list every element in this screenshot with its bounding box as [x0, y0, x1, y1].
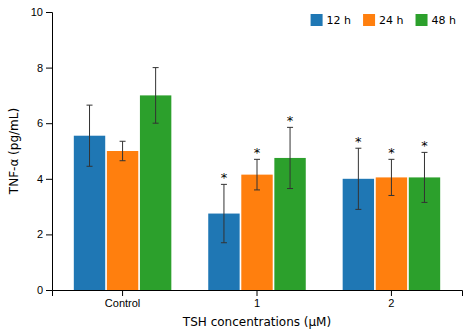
bar: [107, 151, 138, 290]
chart-svg: 0 2 4 6 8 10 Control 1 2 * * * * * * 12 h 24 h 48 h TNF-α …: [0, 0, 474, 334]
error-bar-cap: [153, 67, 159, 68]
annotation: *: [254, 145, 261, 160]
x-axis-line: [53, 291, 463, 297]
error-bar: [355, 148, 361, 209]
annotation: *: [287, 113, 294, 128]
y-tick-mark: [46, 234, 52, 235]
error-bar-cap: [355, 209, 361, 210]
x-tick-mark: [391, 290, 392, 296]
error-bar-cap: [87, 105, 93, 106]
error-bar: [221, 184, 227, 242]
y-tick: 4: [37, 173, 52, 185]
y-tick: 6: [37, 117, 52, 129]
error-bar: [388, 159, 394, 195]
x-tick-label: 1: [254, 297, 260, 309]
error-bar: [153, 68, 159, 124]
annotation: *: [221, 170, 228, 185]
error-bar-cap: [87, 166, 93, 167]
error-bar: [421, 152, 427, 202]
y-tick-mark: [46, 290, 52, 291]
error-bar: [120, 141, 126, 160]
y-tick-label: 6: [37, 117, 43, 129]
x-tick-mark: [257, 290, 258, 296]
chart-container: 0 2 4 6 8 10 Control 1 2 * * * * * * 12 h 24 h 48 h TNF-α …: [0, 0, 474, 334]
y-tick: 10: [31, 6, 52, 18]
annotations: * * * * * *: [221, 113, 429, 185]
legend-label: 12 h: [327, 14, 351, 27]
y-tick: 0: [37, 284, 52, 296]
annotation: *: [421, 138, 428, 153]
x-axis: Control 1 2: [53, 290, 463, 309]
error-bar-line: [155, 68, 156, 124]
legend-item: 12 h: [311, 14, 351, 27]
x-tick: 2: [388, 290, 394, 309]
y-axis: 0 2 4 6 8 10: [31, 6, 53, 296]
error-bar-cap: [287, 188, 293, 189]
x-tick-label: Control: [105, 297, 140, 309]
error-bar-cap: [120, 141, 126, 142]
y-tick-mark: [46, 179, 52, 180]
error-bar-line: [122, 141, 123, 160]
x-tick-mark: [122, 290, 123, 296]
error-bar-line: [290, 127, 291, 188]
bar: [140, 95, 171, 290]
y-tick-label: 2: [37, 228, 43, 240]
y-tick: 2: [37, 228, 52, 240]
error-bar-cap: [221, 242, 227, 243]
x-tick-label: 2: [388, 297, 394, 309]
error-bar-line: [223, 184, 224, 242]
annotation: *: [388, 145, 395, 160]
annotation: *: [355, 134, 362, 149]
error-bar-line: [257, 159, 258, 190]
series: [74, 105, 374, 290]
legend-item: 24 h: [363, 14, 403, 27]
y-tick-label: 0: [37, 284, 43, 296]
error-bar-line: [89, 105, 90, 166]
bar: [241, 175, 272, 290]
series: [140, 68, 440, 290]
y-tick: 8: [37, 62, 52, 74]
marks: [74, 68, 440, 290]
legend-label: 24 h: [379, 14, 403, 27]
error-bar-line: [424, 152, 425, 202]
legend: 12 h 24 h 48 h: [311, 14, 456, 27]
x-axis-title: TSH concentrations (μM): [182, 315, 331, 329]
plot-area: 0 2 4 6 8 10 Control 1 2 * * * * * * 12 h 24 h 48 h: [31, 6, 463, 309]
error-bar-cap: [254, 189, 260, 190]
error-bar: [287, 127, 293, 188]
y-tick-mark: [46, 123, 52, 124]
error-bar-line: [391, 159, 392, 195]
y-tick-label: 8: [37, 62, 43, 74]
legend-swatch: [311, 14, 323, 26]
y-tick-mark: [46, 12, 52, 13]
y-axis-line: [46, 13, 53, 291]
error-bar-line: [358, 148, 359, 209]
y-tick-label: 4: [37, 173, 43, 185]
error-bar: [254, 159, 260, 190]
legend-label: 48 h: [432, 14, 456, 27]
error-bar-cap: [153, 123, 159, 124]
error-bar-cap: [421, 202, 427, 203]
x-tick: 1: [254, 290, 260, 309]
legend-item: 48 h: [416, 14, 456, 27]
legend-swatch: [363, 14, 375, 26]
y-tick-label: 10: [31, 6, 43, 18]
y-tick-mark: [46, 68, 52, 69]
x-tick: Control: [105, 290, 140, 309]
error-bar-cap: [388, 195, 394, 196]
legend-swatch: [416, 14, 428, 26]
y-axis-title: TNF-α (pg/mL): [7, 108, 21, 195]
error-bar-cap: [120, 160, 126, 161]
error-bar: [87, 105, 93, 166]
